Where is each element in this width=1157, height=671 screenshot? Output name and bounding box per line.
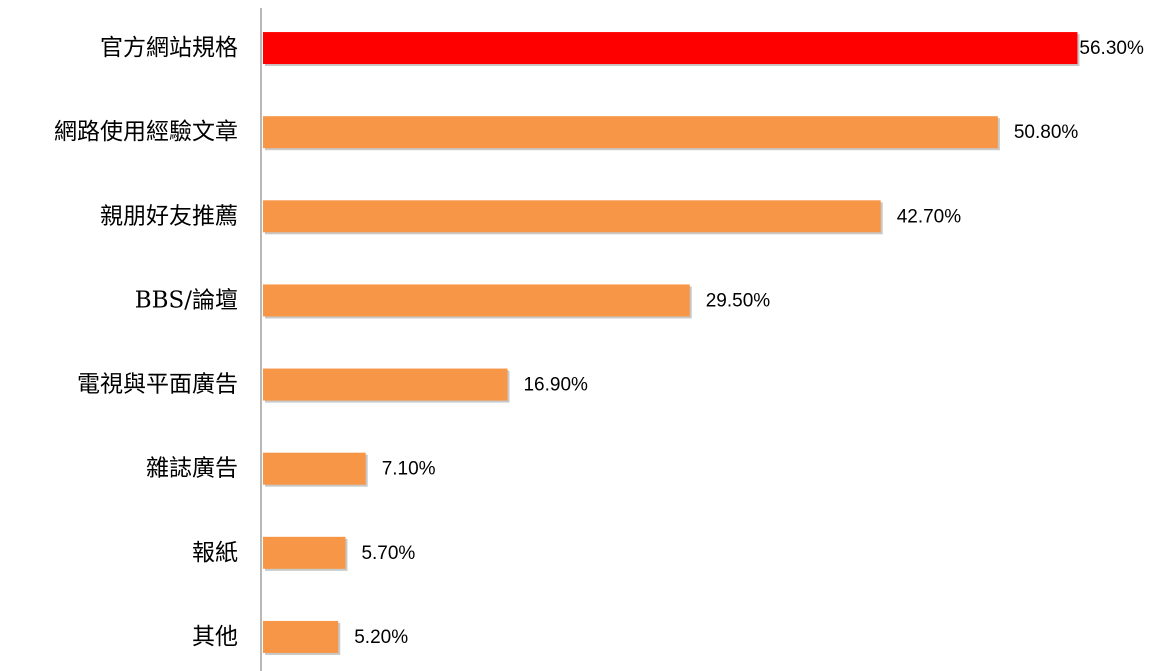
value-label: 5.70% [361, 543, 415, 564]
bar [263, 284, 690, 317]
bar [263, 620, 339, 653]
category-label: 報紙 [192, 540, 238, 566]
bar [263, 368, 508, 401]
category-label: 親朋好友推薦 [100, 203, 238, 229]
value-label: 5.20% [354, 627, 408, 648]
value-label: 29.50% [706, 290, 771, 311]
category-label: 電視與平面廣告 [77, 372, 238, 398]
category-label: 官方網站規格 [100, 35, 238, 61]
category-label: 雜誌廣告 [146, 456, 238, 482]
bar [263, 32, 1078, 65]
value-label: 50.80% [1014, 122, 1079, 143]
bar [263, 536, 346, 569]
value-label: 42.70% [897, 206, 962, 227]
value-label: 56.30% [1079, 38, 1144, 59]
bar [263, 452, 366, 485]
category-label: 網路使用經驗文章 [54, 119, 238, 145]
bar [263, 116, 998, 149]
value-label: 16.90% [523, 375, 588, 396]
category-label: 其他 [192, 624, 238, 650]
bar [263, 200, 881, 233]
value-label: 7.10% [382, 459, 436, 480]
category-label: BBS/論壇 [135, 287, 238, 313]
